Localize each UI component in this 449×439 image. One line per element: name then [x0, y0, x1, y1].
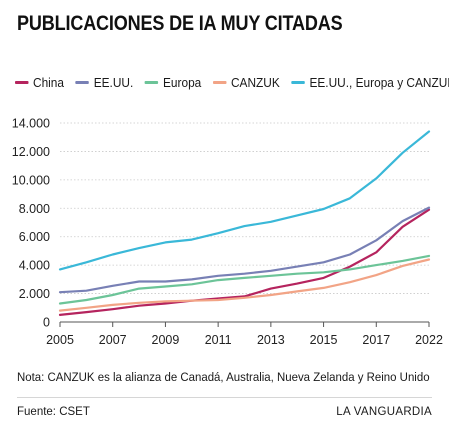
legend-swatch-combined	[291, 80, 305, 84]
legend-item-canzuk: CANZUK	[212, 74, 280, 90]
series-line-china	[58, 208, 431, 316]
legend-label-eeuu: EE.UU.	[93, 74, 134, 90]
chart-note: Nota: CANZUK es la alianza de Canadá, Au…	[17, 370, 430, 384]
y-tick-label: 8.000	[19, 202, 50, 216]
line-chart: 0 2.000 4.000 6.000 8.000 10.000 12.000 14.000 2…	[12, 117, 443, 348]
y-tick-label: 2.000	[19, 287, 50, 301]
legend-item-combined: EE.UU., Europa y CANZUK	[291, 75, 449, 90]
legend-label-combined: EE.UU., Europa y CANZUK	[309, 74, 449, 90]
y-tick-label: 6.000	[19, 230, 50, 244]
legend-swatch-europa	[144, 80, 159, 84]
footer-divider	[17, 397, 432, 398]
series-line-combined	[58, 130, 431, 271]
x-tick-label: 2011	[205, 333, 232, 347]
legend-swatch-eeuu	[75, 80, 90, 84]
series-line-eeuu	[58, 206, 431, 294]
legend-label-europa: Europa	[162, 74, 202, 90]
x-tick-label: 2015	[310, 333, 338, 347]
legend-label-china: China	[33, 74, 65, 90]
y-tick-label: 0	[43, 316, 50, 330]
legend-item-europa: Europa	[144, 74, 202, 90]
legend-swatch-canzuk	[212, 80, 227, 84]
x-tick-label: 2005	[46, 333, 74, 347]
y-tick-label: 14.000	[12, 117, 50, 131]
x-tick-label: 2022	[415, 333, 443, 347]
x-tick-label: 2013	[257, 333, 285, 347]
legend-label-canzuk: CANZUK	[230, 74, 280, 90]
legend-item-eeuu: EE.UU.	[75, 74, 134, 90]
x-tick-label: 2009	[152, 333, 180, 347]
series-line-canzuk	[58, 258, 431, 312]
y-tick-label: 4.000	[19, 259, 50, 273]
legend-item-china: China	[15, 75, 64, 90]
y-tick-label: 12.000	[12, 145, 50, 159]
legend: China EE.UU. Europa CANZUK EE.UU., Europ…	[15, 74, 449, 90]
brand-label: LA VANGUARDIA	[336, 406, 432, 418]
x-tick-label: 2017	[362, 333, 390, 347]
source-label: Fuente: CSET	[17, 406, 90, 418]
chart-title: PUBLICACIONES DE IA MUY CITADAS	[17, 12, 343, 35]
y-tick-label: 10.000	[12, 173, 50, 187]
x-tick-label: 2007	[99, 333, 127, 347]
series-line-europa	[58, 254, 431, 305]
legend-swatch-china	[15, 80, 29, 84]
